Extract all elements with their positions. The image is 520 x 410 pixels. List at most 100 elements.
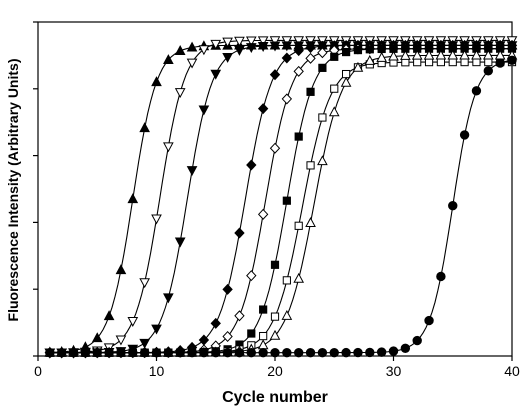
series-7-point-23: [317, 155, 328, 166]
series-7-point-19: [269, 329, 281, 340]
series-3-point-18: [257, 103, 269, 115]
series-1-point-21: [293, 36, 305, 47]
series-8-point-29: [388, 346, 399, 356]
series-6-point-25: [342, 69, 351, 79]
series-2-point-8: [139, 338, 150, 349]
series-2-point-15: [222, 52, 233, 63]
series-0: [44, 39, 518, 357]
series-8-line: [49, 59, 513, 354]
series-0-line: [49, 44, 512, 353]
series-3-point-15: [222, 283, 233, 295]
series-4-point-18: [257, 208, 269, 220]
series-7-point-25: [340, 76, 352, 87]
series-8: [45, 55, 517, 358]
series-1-point-13: [198, 45, 210, 56]
series-6-point-33: [436, 57, 445, 67]
series-6-point-22: [306, 161, 315, 170]
x-tick-label-1: 10: [149, 363, 165, 379]
series-7-point-22: [305, 217, 316, 227]
series-8-point-13: [199, 347, 209, 358]
series-4-point-15: [222, 330, 233, 343]
series-1: [44, 36, 518, 359]
series-1-point-6: [115, 335, 127, 346]
series-1-point-20: [281, 36, 293, 47]
series-4-point-22: [305, 52, 316, 64]
x-tick-label-0: 0: [34, 363, 42, 379]
series-3: [44, 39, 518, 359]
series-2-point-17: [245, 43, 257, 54]
series-6: [45, 57, 517, 357]
series-1-point-17: [245, 36, 257, 47]
series-0-point-8: [139, 122, 150, 133]
series-6-point-24: [330, 84, 339, 93]
series-8-point-23: [317, 347, 328, 358]
series-7-point-34: [447, 49, 459, 60]
series-2-point-14: [210, 69, 222, 80]
series-8-point-4: [92, 347, 102, 358]
series-7-point-35: [459, 49, 470, 60]
series-5-point-23: [318, 63, 327, 72]
series-8-point-6: [116, 347, 126, 358]
series-6-point-18: [259, 331, 268, 341]
series-8-point-12: [187, 347, 197, 358]
series-1-line: [49, 39, 512, 354]
series-4: [44, 43, 518, 359]
series-7-point-32: [423, 49, 435, 60]
series-8-point-33: [436, 271, 446, 282]
series-4-point-21: [293, 65, 304, 77]
series-0-point-5: [103, 310, 115, 321]
series-2: [44, 41, 518, 359]
series-1-point-10: [163, 142, 174, 153]
series-2-point-11: [174, 237, 186, 248]
series-8-point-38: [495, 58, 505, 68]
series-4-point-17: [246, 270, 257, 282]
series-8-point-2: [68, 347, 79, 358]
series-8-point-21: [294, 347, 304, 358]
series-2-point-13: [198, 105, 210, 116]
series-5: [45, 44, 517, 357]
series-1-point-16: [234, 36, 245, 47]
series-layer: [44, 36, 518, 359]
series-6-point-20: [282, 276, 291, 285]
series-7-point-36: [471, 49, 482, 60]
series-7-point-33: [435, 49, 447, 60]
series-0-point-6: [115, 264, 127, 275]
series-8-point-11: [175, 347, 185, 358]
series-0-point-10: [163, 54, 174, 65]
series-8-point-37: [483, 66, 493, 76]
series-2-line: [49, 44, 512, 354]
series-3-point-21: [293, 45, 304, 57]
series-6-point-34: [448, 57, 457, 67]
series-8-point-10: [163, 347, 174, 358]
series-0-point-4: [91, 332, 103, 343]
series-4-point-19: [269, 142, 281, 154]
series-2-point-12: [186, 166, 198, 177]
series-7-point-20: [281, 309, 293, 320]
series-7-point-30: [400, 49, 411, 60]
series-1-point-7: [127, 316, 139, 327]
series-8-point-18: [258, 347, 268, 358]
series-8-point-34: [448, 201, 458, 211]
series-7-point-24: [328, 106, 340, 117]
series-7: [44, 49, 518, 357]
series-3-line: [49, 44, 512, 354]
series-5-point-24: [330, 52, 339, 61]
series-8-point-31: [412, 335, 422, 346]
series-7-point-26: [352, 61, 364, 72]
series-1-point-22: [305, 36, 316, 47]
series-3-point-16: [234, 227, 245, 239]
series-6-point-35: [460, 57, 469, 67]
series-2-point-16: [234, 45, 245, 56]
series-3-point-22: [305, 42, 316, 54]
series-0-point-7: [127, 193, 139, 204]
series-0-point-9: [151, 76, 162, 87]
series-0-point-12: [186, 41, 198, 52]
series-7-point-31: [411, 49, 423, 60]
series-4-point-20: [281, 93, 293, 105]
series-7-point-37: [482, 49, 494, 60]
series-8-point-9: [151, 347, 162, 358]
series-8-point-32: [424, 315, 434, 326]
series-5-point-25: [342, 47, 351, 57]
x-axis-title: Cycle number: [222, 389, 328, 406]
series-1-point-14: [210, 39, 222, 50]
